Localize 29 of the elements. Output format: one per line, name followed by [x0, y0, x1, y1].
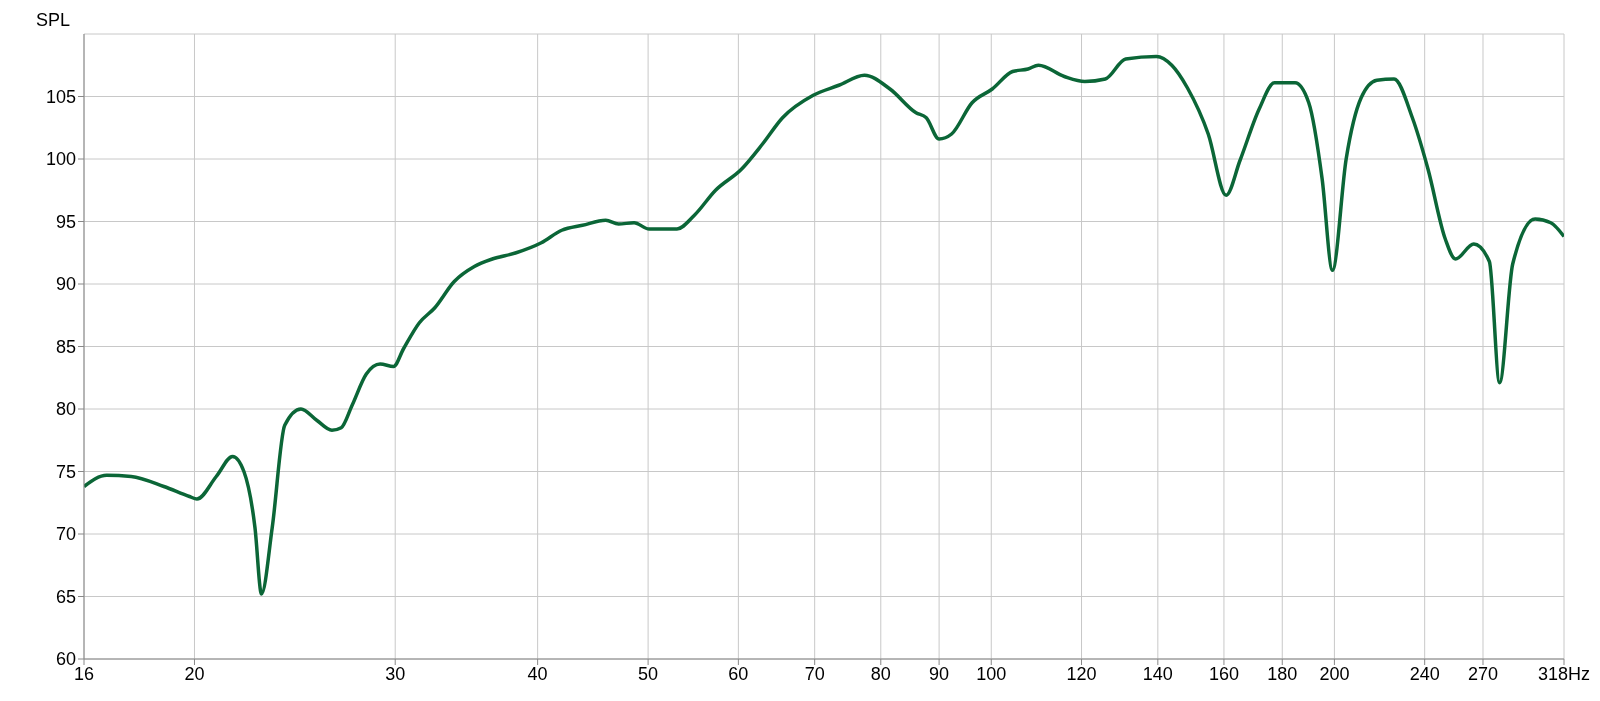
y-tick-label: 80	[55, 399, 76, 420]
x-tick-label: 270	[1467, 663, 1499, 684]
y-axis-title: SPL	[36, 10, 71, 31]
x-tick-label: 120	[1066, 663, 1097, 684]
x-tick-label: 50	[638, 663, 659, 684]
y-tick-label: 95	[55, 211, 76, 232]
x-tick-label: 90	[929, 663, 950, 684]
x-tick-label: 200	[1319, 663, 1350, 684]
y-tick-label: 70	[55, 524, 76, 545]
y-tick-label: 85	[55, 336, 76, 357]
y-tick-label: 90	[55, 274, 76, 295]
x-tick-label: 140	[1142, 663, 1173, 684]
x-tick-label: 20	[184, 663, 205, 684]
x-tick-label: 30	[385, 663, 406, 684]
y-tick-label: 100	[45, 149, 76, 170]
y-tick-label: 65	[55, 586, 76, 607]
x-tick-label: 80	[870, 663, 891, 684]
x-tick-label: 40	[527, 663, 548, 684]
x-tick-label: 70	[804, 663, 825, 684]
x-tick-label: 180	[1267, 663, 1298, 684]
x-tick-label: 100	[976, 663, 1007, 684]
x-tick-label: 16	[73, 663, 95, 684]
x-tick-label: 60	[728, 663, 749, 684]
y-tick-label: 60	[55, 649, 76, 670]
x-tick-label: 240	[1409, 663, 1440, 684]
x-tick-label: 160	[1208, 663, 1239, 684]
y-tick-label: 75	[55, 461, 76, 482]
x-tick-label: 318Hz	[1537, 663, 1591, 684]
y-tick-label: 105	[45, 86, 76, 107]
